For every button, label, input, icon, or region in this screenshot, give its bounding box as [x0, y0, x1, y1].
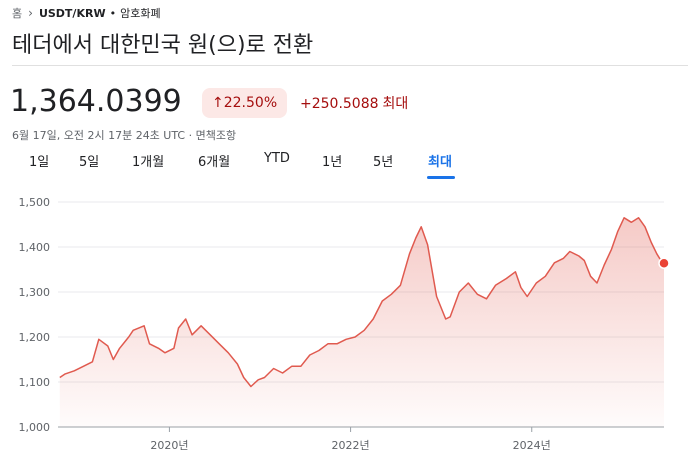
- tab-5d[interactable]: 5일: [79, 155, 100, 170]
- active-tab-indicator: [427, 176, 455, 179]
- y-axis: 1,500 1,400 1,300 1,200 1,100 1,000: [19, 196, 51, 434]
- x-tick-label: 2020년: [150, 439, 188, 452]
- x-tick-label: 2024년: [513, 439, 551, 452]
- arrow-up-icon: ↑: [212, 95, 224, 111]
- breadcrumb-category: 암호화폐: [120, 7, 161, 20]
- x-axis: 2020년 2022년 2024년: [150, 427, 551, 452]
- breadcrumb-dot: •: [109, 6, 117, 20]
- y-tick-label: 1,400: [19, 241, 51, 254]
- tab-1m[interactable]: 1개월: [132, 155, 165, 170]
- y-tick-label: 1,200: [19, 331, 51, 344]
- chart-series-line: [59, 217, 665, 388]
- tab-1d[interactable]: 1일: [29, 155, 50, 170]
- price-chart[interactable]: 1,500 1,400 1,300 1,200 1,100 1,000 2020년 2022…: [0, 185, 688, 461]
- absolute-change: +250.5088 최대: [300, 93, 408, 113]
- current-price: 1,364.0399: [10, 84, 182, 119]
- current-price-dot: [658, 257, 670, 269]
- timestamp: 6월 17일, 오전 2시 17분 24초 UTC · 면책조항: [12, 129, 237, 142]
- percent-change: 22.50%: [223, 95, 278, 111]
- y-tick-label: 1,000: [19, 421, 51, 434]
- tab-ytd[interactable]: YTD: [264, 151, 290, 166]
- tab-5y[interactable]: 5년: [373, 155, 394, 170]
- page-title: 테더에서 대한민국 원(으)로 전환: [12, 33, 314, 58]
- breadcrumb-home-link[interactable]: 홈: [12, 7, 23, 20]
- breadcrumb-symbol: USDT/KRW: [38, 6, 106, 20]
- x-tick-label: 2022년: [332, 439, 370, 452]
- chart-area-fill: [59, 217, 665, 427]
- change-period: 최대: [382, 96, 409, 112]
- y-tick-label: 1,100: [19, 376, 51, 389]
- tab-6m[interactable]: 6개월: [198, 155, 231, 170]
- divider: [12, 65, 688, 66]
- y-tick-label: 1,300: [19, 286, 51, 299]
- chevron-right-icon: ›: [28, 6, 33, 20]
- percent-change-badge: ↑ 22.50%: [202, 88, 288, 118]
- tab-max[interactable]: 최대: [428, 155, 452, 170]
- absolute-change-value: +250.5088: [300, 96, 379, 112]
- tab-1y[interactable]: 1년: [322, 155, 343, 170]
- y-tick-label: 1,500: [19, 196, 51, 209]
- breadcrumb: 홈 › USDT/KRW • 암호화폐: [12, 5, 161, 21]
